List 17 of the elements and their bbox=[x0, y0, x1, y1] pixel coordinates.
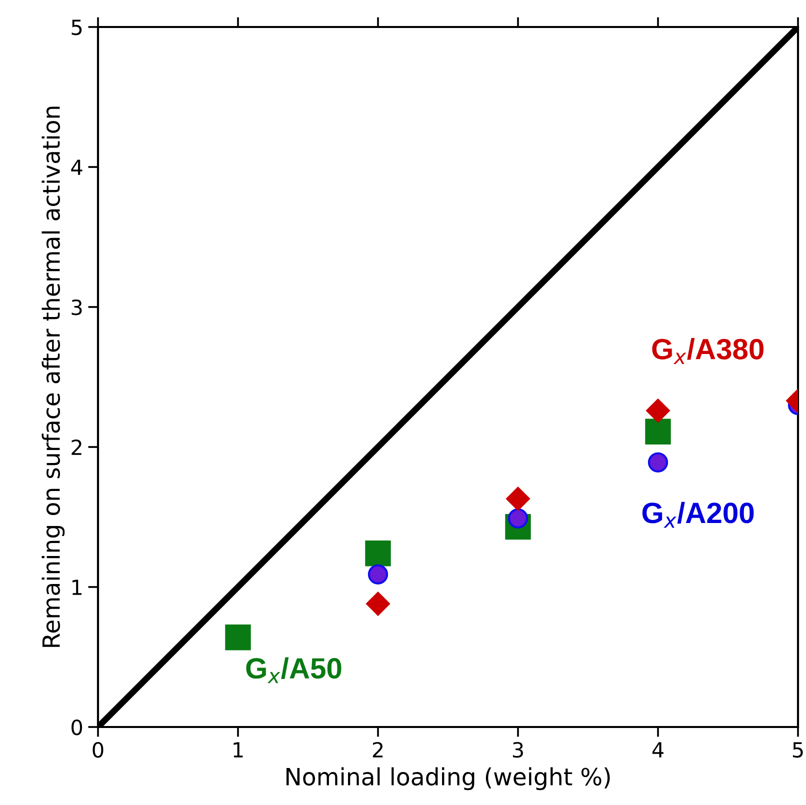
x-tick-label: 5 bbox=[792, 742, 803, 758]
series-label: G$_{x}$/A200 bbox=[642, 502, 754, 528]
y-tick-label: 0 bbox=[72, 719, 82, 736]
series-label: G$_{x}$/A380 bbox=[652, 338, 764, 364]
series-label: G$_{x}$/A50 bbox=[246, 657, 342, 684]
y-tick-label: 4 bbox=[71, 160, 82, 175]
y-tick-label: 1 bbox=[72, 580, 82, 595]
y-tick-label: 3 bbox=[72, 299, 82, 316]
x-tick-label: 2 bbox=[372, 742, 383, 758]
x-tick-label: 1 bbox=[234, 742, 243, 758]
x-axis-title: Nominal loading (weight %) bbox=[286, 767, 610, 790]
x-tick-label: 3 bbox=[512, 742, 523, 758]
y-tick-label: 2 bbox=[72, 439, 82, 455]
y-axis-title: Remaining on surface after thermal activation bbox=[42, 106, 65, 647]
x-tick-label: 4 bbox=[652, 742, 664, 758]
x-tick-label: 0 bbox=[92, 742, 104, 758]
y-tick-label: 5 bbox=[72, 20, 82, 36]
